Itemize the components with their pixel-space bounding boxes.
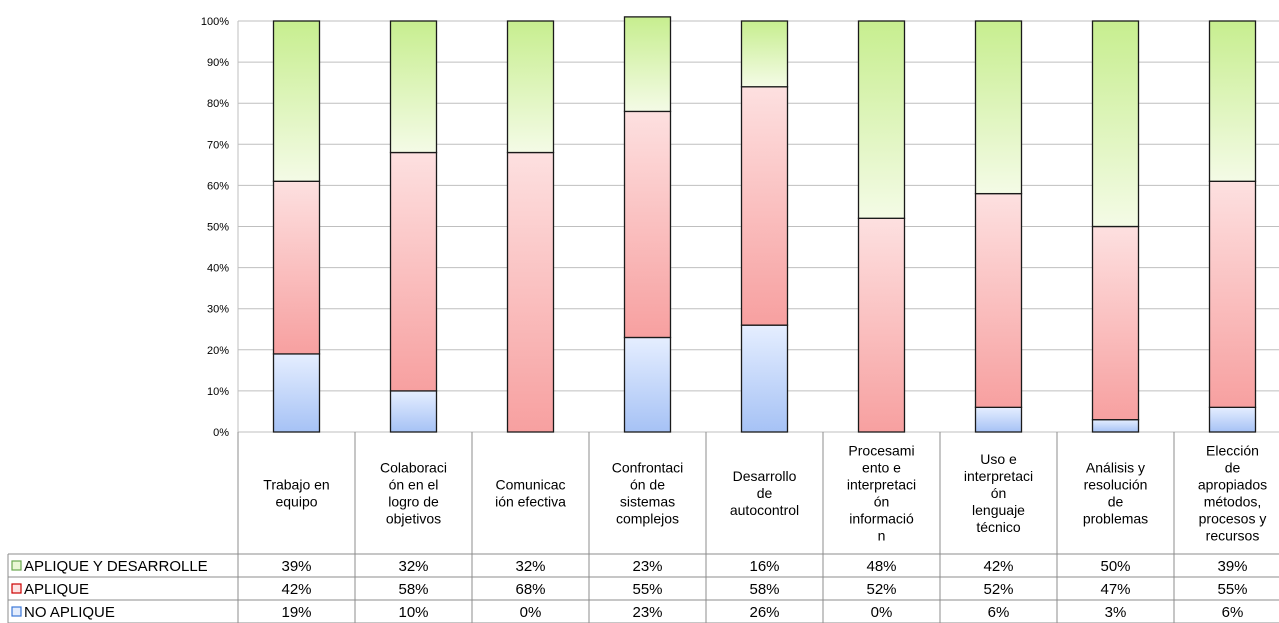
- y-tick-label: 40%: [207, 263, 229, 275]
- table-cell-value: 32%: [515, 558, 545, 575]
- category-label: Análisis y resolución de problemas: [1083, 460, 1148, 527]
- category-label: Colaboraci ón en el logro de objetivos: [380, 460, 447, 527]
- table-cell-value: 55%: [632, 581, 662, 598]
- table-cell-value: 52%: [866, 581, 896, 598]
- category-label: Confrontaci ón de sistemas complejos: [612, 460, 684, 527]
- bar-segment: [857, 20, 906, 219]
- bar-segment: [740, 20, 789, 88]
- bar-segment: [623, 110, 672, 339]
- table-cell-value: 26%: [749, 604, 779, 621]
- table-cell-value: 39%: [1217, 558, 1247, 575]
- legend-key: [11, 606, 22, 617]
- table-cell-value: 50%: [1100, 558, 1130, 575]
- table-cell-value: 32%: [398, 558, 428, 575]
- legend-label: APLIQUE: [24, 581, 89, 598]
- y-tick-label: 30%: [207, 304, 229, 316]
- legend-label: APLIQUE Y DESARROLLE: [24, 558, 208, 575]
- bar-segment: [1208, 20, 1257, 182]
- table-cell-value: 6%: [988, 604, 1010, 621]
- bar-segment: [272, 180, 321, 355]
- y-tick-label: 70%: [207, 139, 229, 151]
- bar-segment: [974, 406, 1023, 433]
- bar-segment: [974, 192, 1023, 408]
- y-tick-label: 10%: [207, 386, 229, 398]
- bar-segment: [272, 353, 321, 433]
- category-label: Comunicac ión efectiva: [495, 477, 566, 510]
- table-cell-value: 23%: [632, 558, 662, 575]
- table-cell-value: 58%: [749, 581, 779, 598]
- table-cell-value: 10%: [398, 604, 428, 621]
- y-tick-label: 80%: [207, 98, 229, 110]
- table-cell-value: 19%: [281, 604, 311, 621]
- data-table: Trabajo en equipo Colaboraci ón en el logro …: [7, 432, 1279, 623]
- bar-segment: [740, 324, 789, 433]
- bar-segment: [740, 86, 789, 326]
- table-cell-value: 42%: [983, 558, 1013, 575]
- category-label: Uso e interpretaci ón lenguaje técnico: [964, 451, 1033, 535]
- category-label: Elección de apropiados métodos, procesos y re…: [1198, 443, 1267, 544]
- bar-segment: [1091, 20, 1140, 228]
- bar-segment: [506, 20, 555, 154]
- table-cell-value: 55%: [1217, 581, 1247, 598]
- table-cell-value: 3%: [1105, 604, 1127, 621]
- table-cell-value: 23%: [632, 604, 662, 621]
- y-axis-ticks: 0% 10% 20% 30% 40% 50% 60% 70% 80% 90% 100%: [201, 16, 229, 439]
- bars: [272, 16, 1257, 433]
- bar-segment: [389, 390, 438, 433]
- legend-label: NO APLIQUE: [24, 604, 115, 621]
- bar-segment: [272, 20, 321, 182]
- bar-segment: [506, 151, 555, 433]
- table-cell-value: 6%: [1222, 604, 1244, 621]
- category-label: Procesami ento e interpretaci ón informació n: [847, 443, 916, 544]
- y-tick-label: 60%: [207, 180, 229, 192]
- table-cell-value: 58%: [398, 581, 428, 598]
- bar-segment: [1208, 180, 1257, 408]
- table-cell-value: 47%: [1100, 581, 1130, 598]
- table-cell-value: 0%: [871, 604, 893, 621]
- table-cell-value: 52%: [983, 581, 1013, 598]
- table-cell-value: 68%: [515, 581, 545, 598]
- bar-segment: [623, 16, 672, 113]
- bar-segment: [974, 20, 1023, 195]
- table-cell-value: 42%: [281, 581, 311, 598]
- y-tick-label: 90%: [207, 57, 229, 69]
- table-cell-value: 48%: [866, 558, 896, 575]
- bar-segment: [1208, 406, 1257, 433]
- bar-segment: [857, 217, 906, 433]
- y-tick-label: 50%: [207, 222, 229, 234]
- y-tick-label: 100%: [201, 16, 229, 28]
- y-tick-label: 20%: [207, 345, 229, 357]
- legend-key: [11, 583, 22, 594]
- table-cell-value: 39%: [281, 558, 311, 575]
- table-cell-value: 16%: [749, 558, 779, 575]
- bar-segment: [389, 151, 438, 392]
- bar-segment: [623, 336, 672, 433]
- bar-segment: [1091, 225, 1140, 421]
- bar-segment: [389, 20, 438, 154]
- category-label: Trabajo en equipo: [263, 477, 329, 510]
- y-tick-label: 0%: [213, 427, 229, 439]
- category-label: Desarrollo de autocontrol: [730, 468, 799, 518]
- table-cell-value: 0%: [520, 604, 542, 621]
- legend-key: [11, 560, 22, 571]
- bar-segment: [1091, 419, 1140, 433]
